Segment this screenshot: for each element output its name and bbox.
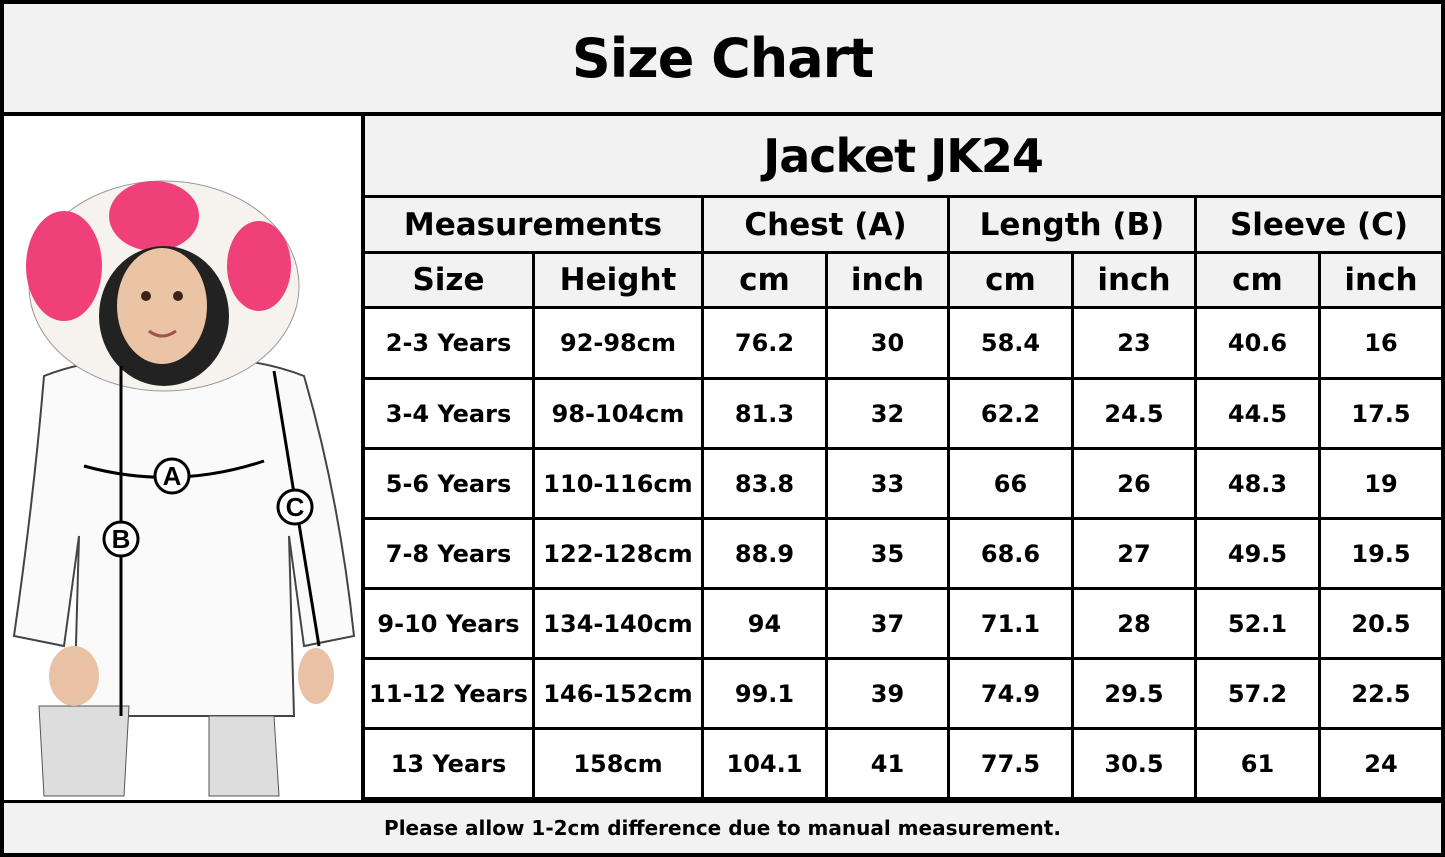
table-cell: 26 [1074,450,1197,520]
table-cell: 146-152cm [535,660,704,730]
table-cell: 24.5 [1074,380,1197,450]
table-cell: 94 [704,590,828,660]
table-cell: 76.2 [704,309,828,380]
table-cell: 49.5 [1197,520,1321,590]
table-cell: 28 [1074,590,1197,660]
group-header: Length (B) [950,198,1197,254]
table-cell: 9-10 Years [365,590,535,660]
table-cell: 68.6 [950,520,1074,590]
table-cell: 5-6 Years [365,450,535,520]
table-cell: 134-140cm [535,590,704,660]
table-cell: 29.5 [1074,660,1197,730]
product-image: A B C [4,116,365,800]
jacket-illustration [12,354,356,797]
table-cell: 7-8 Years [365,520,535,590]
page-title: Size Chart [4,4,1441,116]
table-cell: 66 [950,450,1074,520]
column-header: cm [1197,254,1321,309]
table-cell: 39 [828,660,950,730]
table-cell: 41 [828,730,950,800]
column-header: inch [1074,254,1197,309]
table-cell: 52.1 [1197,590,1321,660]
table-cell: 77.5 [950,730,1074,800]
group-header: Chest (A) [704,198,950,254]
table-cell: 23 [1074,309,1197,380]
table-cell: 27 [1074,520,1197,590]
column-header: cm [950,254,1074,309]
table-cell: 58.4 [950,309,1074,380]
table-cell: 74.9 [950,660,1074,730]
table-cell: 88.9 [704,520,828,590]
table-cell: 17.5 [1321,380,1441,450]
table-cell: 44.5 [1197,380,1321,450]
table-cell: 92-98cm [535,309,704,380]
table-cell: 83.8 [704,450,828,520]
table-cell: 32 [828,380,950,450]
table-cell: 30.5 [1074,730,1197,800]
table-cell: 19 [1321,450,1441,520]
table-cell: 35 [828,520,950,590]
table-cell: 24 [1321,730,1441,800]
product-title: Jacket JK24 [365,116,1441,198]
table-cell: 20.5 [1321,590,1441,660]
marker-a: A [163,461,182,491]
table-cell: 71.1 [950,590,1074,660]
table-cell: 81.3 [704,380,828,450]
table-cell: 158cm [535,730,704,800]
table-cell: 61 [1197,730,1321,800]
marker-b: B [112,524,131,554]
table-cell: 22.5 [1321,660,1441,730]
table-cell: 19.5 [1321,520,1441,590]
table-cell: 122-128cm [535,520,704,590]
table-cell: 37 [828,590,950,660]
column-header: cm [704,254,828,309]
table-cell: 48.3 [1197,450,1321,520]
table-cell: 104.1 [704,730,828,800]
table-cell: 110-116cm [535,450,704,520]
table-cell: 57.2 [1197,660,1321,730]
column-header: inch [1321,254,1441,309]
column-header: inch [828,254,950,309]
group-header: Measurements [365,198,704,254]
footer-note: Please allow 1-2cm difference due to man… [4,800,1441,853]
table-cell: 11-12 Years [365,660,535,730]
column-header: Height [535,254,704,309]
group-header: Sleeve (C) [1197,198,1441,254]
table-cell: 62.2 [950,380,1074,450]
table-cell: 2-3 Years [365,309,535,380]
fur-hood [26,180,300,392]
table-cell: 33 [828,450,950,520]
marker-c: C [286,492,305,522]
column-header: Size [365,254,535,309]
table-cell: 98-104cm [535,380,704,450]
table-cell: 16 [1321,309,1441,380]
table-cell: 99.1 [704,660,828,730]
table-cell: 3-4 Years [365,380,535,450]
table-cell: 40.6 [1197,309,1321,380]
table-cell: 30 [828,309,950,380]
table-cell: 13 Years [365,730,535,800]
